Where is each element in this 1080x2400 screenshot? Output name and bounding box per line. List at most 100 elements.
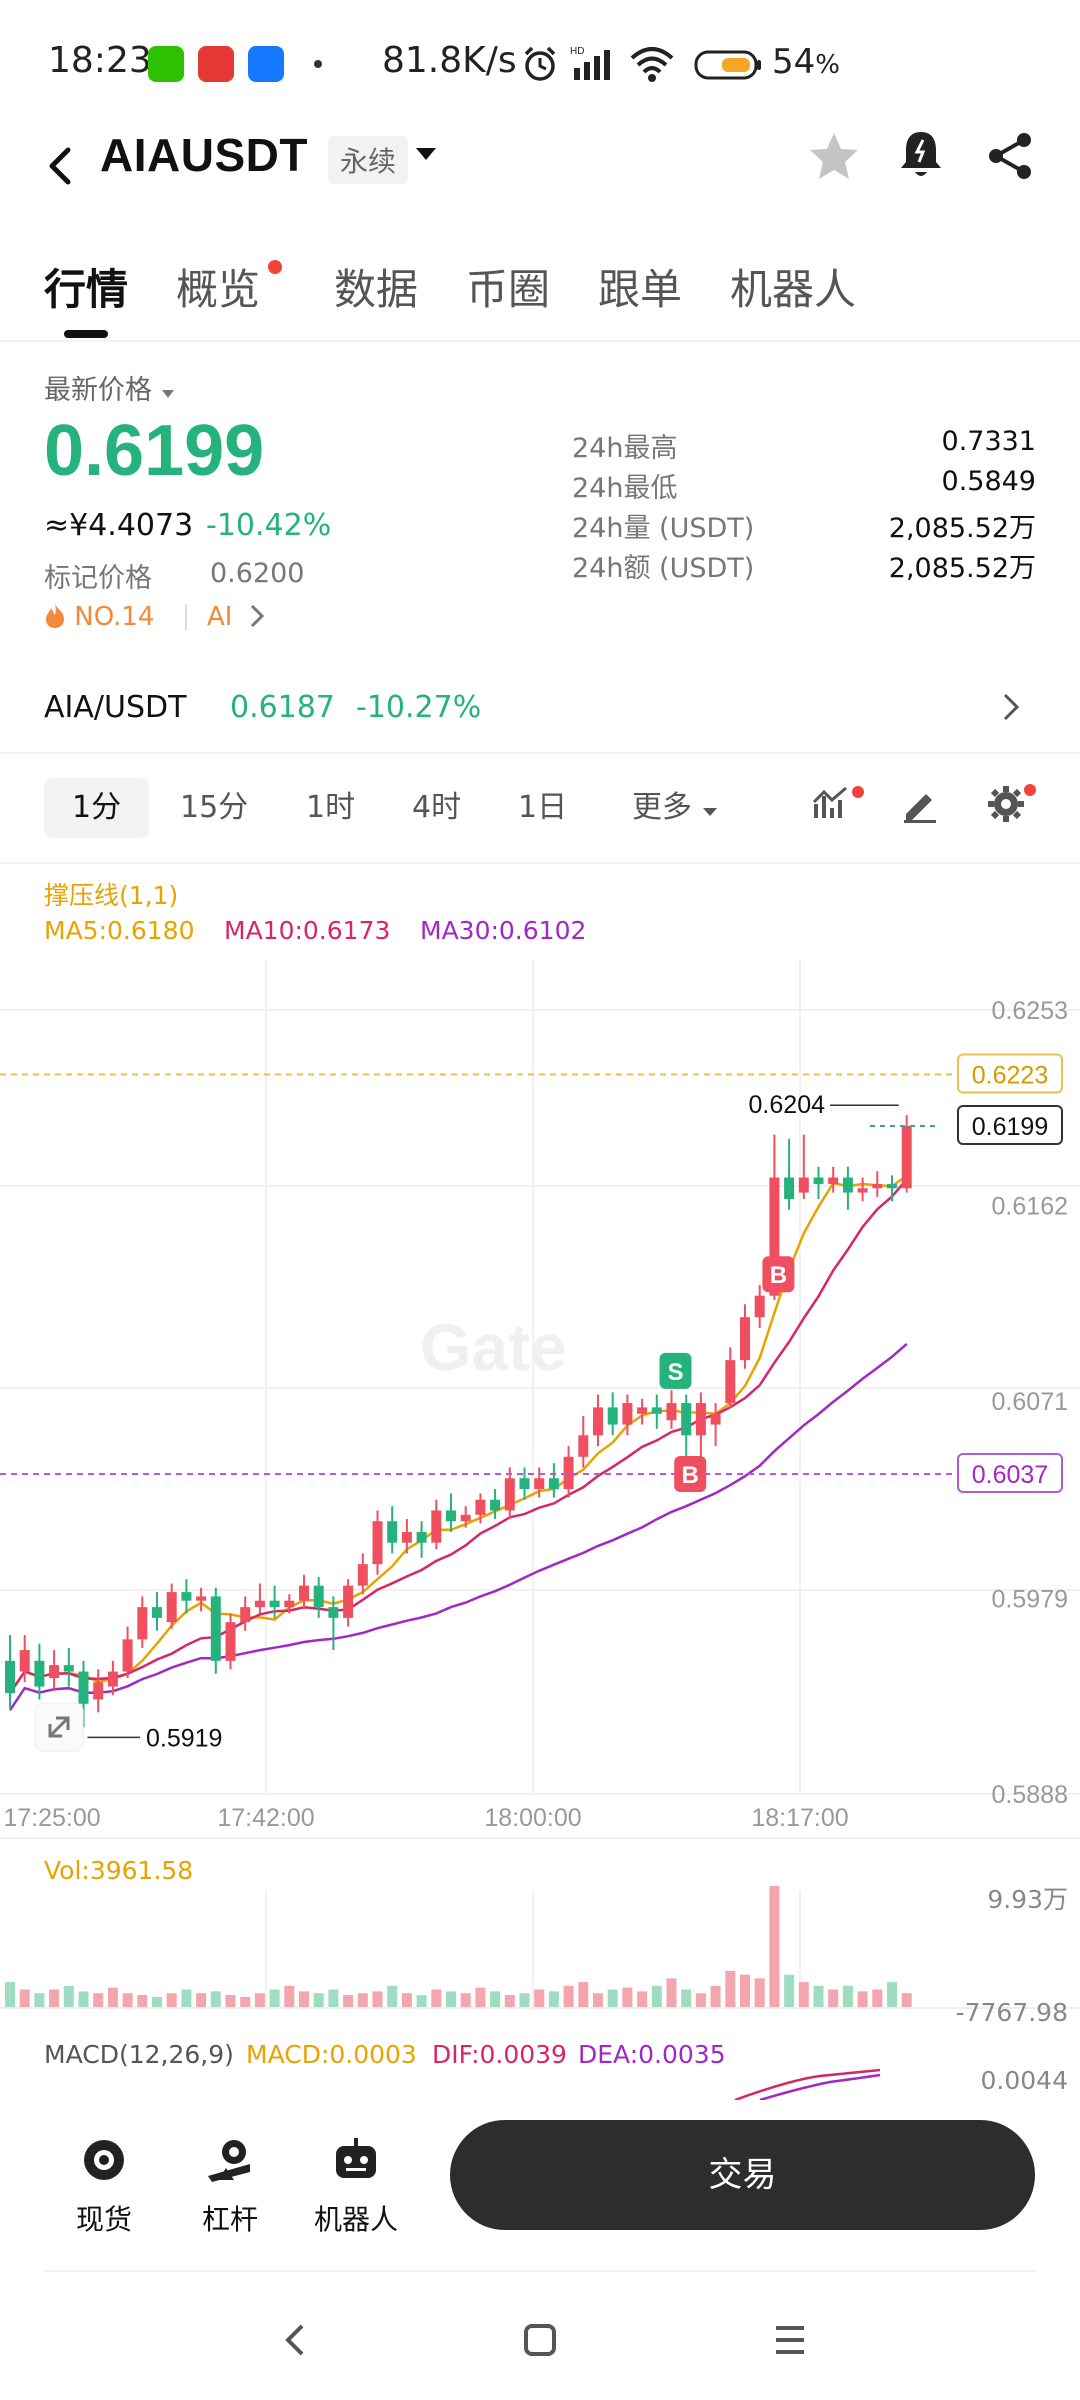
volume-bar [754,1978,765,2008]
volume-bar [269,1989,280,2008]
tab-community[interactable]: 币圈 [466,265,551,314]
candle-body [446,1510,456,1522]
spot-coin-icon [84,2140,124,2180]
candle-body [152,1607,162,1618]
caret-down-icon [161,390,174,398]
volume-bar [240,1996,251,2008]
support-resistance-indicator[interactable]: 撑压线(1,1) [44,881,179,910]
draw-pen-icon[interactable] [900,784,940,824]
candle-body [622,1403,633,1425]
candle-body [431,1510,442,1543]
nav-menu-icon[interactable] [772,2320,808,2360]
chevron-right-icon[interactable] [1002,692,1020,722]
settings-badge-dot [1024,784,1036,796]
candle-body [49,1665,60,1679]
interval-4h[interactable]: 4时 [412,790,462,825]
nav-back-icon[interactable] [280,2320,310,2360]
caret-down-icon[interactable] [415,146,437,162]
leverage-label: 杠杆 [201,2203,258,2236]
x-axis-tick-label: 17:42:00 [217,1804,314,1832]
trade-button[interactable]: 交易 [450,2120,1035,2230]
candle-body [887,1183,897,1189]
sector-tag[interactable]: AI [207,602,233,632]
volume-bar [93,1993,104,2008]
candle-body [166,1592,177,1623]
kline-chart[interactable]: Gate 0.6253 0.6162 0.6071 0.5979 0.5888 0.622… [0,0,1080,2100]
macd-value: MACD:0.0003 [246,2040,417,2069]
indicator-icon[interactable] [812,784,852,824]
interval-more[interactable]: 更多 [604,778,746,838]
tab-copy-trade[interactable]: 跟单 [598,265,683,314]
volume-bar [784,1974,795,2008]
candle-body [695,1403,706,1436]
tab-bots[interactable]: 机器人 [730,265,857,314]
nav-home-icon[interactable] [522,2320,558,2360]
chevron-right-icon[interactable] [250,604,264,628]
share-icon[interactable] [986,130,1034,182]
candle-body [607,1407,618,1425]
trade-marker-badge [674,1455,707,1492]
battery-icon [694,50,761,80]
flame-icon [46,604,64,628]
ma10-line [8,1178,908,1694]
signal-icon: HD [570,46,610,80]
volume-bar [798,1982,809,2008]
tab-overview[interactable]: 概览 [176,265,261,314]
candle-body [401,1531,412,1543]
bell-alert-icon[interactable] [897,128,945,180]
candle-body [475,1499,486,1515]
pair-title[interactable]: AIAUSDT [100,129,308,181]
caret-down-icon [702,808,717,816]
volume-bar [504,1995,515,2008]
volume-bar [181,1989,192,2008]
volume-bar [872,1989,883,2008]
volume-max-label: 9.93万 [987,1885,1068,1914]
expand-chart-icon[interactable] [34,1702,84,1752]
candle-body [328,1607,339,1618]
candle-body [5,1660,15,1694]
candle-body [137,1607,148,1640]
chart-grid [0,960,1080,2010]
trade-marker-b: B [770,1262,787,1289]
interval-15m[interactable]: 15分 [180,790,249,825]
spot-button[interactable]: 现货 [54,2136,154,2238]
interval-1d[interactable]: 1日 [518,790,568,825]
star-icon[interactable] [808,130,860,182]
volume-bar [137,1995,148,2008]
rank-badge[interactable]: NO.14 [44,602,154,632]
volume-bar [490,1991,501,2008]
support-price-tag: 0.6037 [972,1461,1048,1489]
tab-market[interactable]: 行情 [44,265,129,314]
candle-body [534,1478,545,1489]
resistance-price-tag: 0.6223 [972,1061,1048,1089]
volume-bar [387,1985,398,2008]
volume-bar [107,1987,118,2008]
volume-bar [651,1985,662,2008]
interval-1m[interactable]: 1分 [44,778,150,838]
volume-bar [357,1993,368,2008]
bot-button[interactable]: 机器人 [306,2136,406,2238]
back-arrow-icon[interactable] [40,136,80,196]
last-price-label[interactable]: 最新价格 [44,368,175,407]
leverage-button[interactable]: 杠杆 [180,2136,280,2238]
settings-gear-icon[interactable] [986,784,1026,824]
volume-bar [299,1991,309,2008]
candle-body [240,1607,251,1623]
main-tabs: 行情 概览 数据 币圈 跟单 机器人 [0,250,1080,340]
volume-bar [534,1989,545,2008]
trade-marker-b: B [682,1462,699,1489]
status-bar: 18:23 81.8K/s HD 54% [0,0,1080,130]
candle-body [519,1478,530,1489]
candle-body [78,1671,89,1704]
interval-1h[interactable]: 1时 [306,790,356,825]
tab-data[interactable]: 数据 [334,265,419,314]
spot-market-row[interactable]: AIA/USDT 0.6187 -10.27% [0,680,1080,742]
volume-bar [813,1985,824,2008]
robot-icon [336,2138,376,2178]
notification-dot-icon [314,60,322,68]
wechat-icon [148,46,184,82]
candle-body [725,1360,736,1404]
volume-bar [343,1995,354,2008]
volume-bar [475,1987,486,2008]
stat-value-volume: 2,085.52万 [888,513,1036,544]
